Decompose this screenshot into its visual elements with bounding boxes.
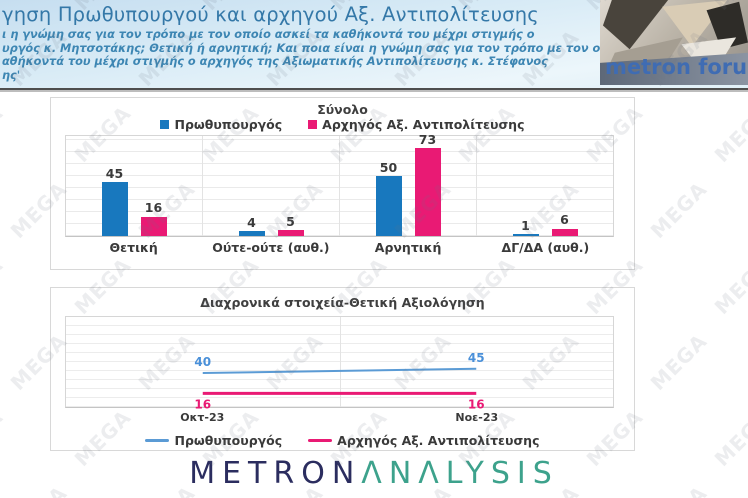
watermark-text: MEGA — [709, 100, 748, 168]
bar-chart-legend: Πρωθυπουργός Αρχηγός Αξ. Αντιπολίτευσης — [51, 116, 634, 132]
legend-swatch-pm — [160, 119, 170, 129]
bar-value-label: 4 — [247, 214, 256, 230]
bar — [277, 230, 304, 236]
bar — [414, 148, 441, 236]
legend-label: Πρωθυπουργός — [174, 432, 283, 448]
legend-line-opposition — [308, 438, 333, 442]
watermark-text: MEGA — [0, 252, 8, 320]
category-label: Ούτε-ούτε (αυθ.) — [212, 240, 330, 255]
legend-item-opposition: Αρχηγός Αξ. Αντιπολίτευσης — [308, 432, 540, 448]
question-line: αθήκοντά του μέχρι στιγμής ο αρχηγός της… — [2, 55, 548, 69]
bar-column: 50 — [375, 159, 402, 236]
line-plot-area: 40 45 16 16 — [65, 316, 614, 411]
legend-label: Πρωθυπουργός — [174, 116, 283, 132]
bar-value-label: 5 — [286, 213, 295, 229]
bar-value-label: 6 — [560, 212, 569, 228]
bar-chart-title: Σύνολο — [317, 102, 368, 117]
metron-forum-wordmark: metron forum — [605, 55, 748, 79]
line-chart-legend: Πρωθυπουργός Αρχηγός Αξ. Αντιπολίτευσης — [51, 432, 634, 448]
category-label: Αρνητική — [374, 240, 442, 255]
question-line: ης' — [2, 68, 21, 82]
header-divider — [0, 88, 748, 90]
bar — [238, 231, 265, 236]
bar-category-axis: Θετική Ούτε-ούτε (αυθ.) Αρνητική ΔΓ/ΔΑ (αυθ… — [65, 240, 614, 255]
legend-line-pm — [145, 438, 170, 442]
legend-item-opposition: Αρχηγός Αξ. Αντιπολίτευσης — [308, 116, 525, 132]
bar-column: 6 — [551, 212, 578, 236]
bar — [140, 216, 167, 236]
page-title: γηση Πρωθυπουργού και αρχηγού Αξ. Αντιπο… — [2, 3, 539, 26]
line-x-axis: Οκτ-23 Νοε-23 — [65, 408, 614, 424]
point-label: 16 — [194, 397, 211, 411]
legend-item-pm: Πρωθυπουργός — [160, 117, 282, 132]
header-band: γηση Πρωθυπουργού και αρχηγού Αξ. Αντιπο… — [0, 0, 748, 88]
bar-value-label: 16 — [144, 200, 163, 216]
question-text: ι η γνώμη σας για τον τρόπο με τον οποίο… — [2, 28, 629, 82]
line-chart-card: Διαχρονικά στοιχεία-Θετική Αξιολόγηση 40… — [50, 287, 635, 451]
gridline-vertical — [339, 317, 341, 407]
bar-group: 50 73 — [339, 131, 476, 236]
point-label: 16 — [468, 397, 485, 411]
bar-value-label: 50 — [379, 159, 398, 175]
x-axis-label: Οκτ-23 — [180, 411, 225, 424]
bar-column: 16 — [140, 200, 167, 236]
question-line: ι η γνώμη σας για τον τρόπο με τον οποίο… — [2, 28, 535, 41]
watermark-text: MEGA — [645, 328, 712, 396]
category-label: Θετική — [109, 240, 158, 255]
legend-item-pm: Πρωθυπουργός — [145, 433, 282, 448]
bar-column: 1 — [512, 217, 539, 236]
point-label: 45 — [468, 351, 485, 365]
bar-column: 73 — [414, 131, 441, 236]
bar — [375, 176, 402, 236]
x-axis-label: Νοε-23 — [455, 411, 499, 424]
header-divider-shadow — [0, 90, 748, 92]
bar-value-label: 73 — [418, 131, 437, 147]
legend-label: Αρχηγός Αξ. Αντιπολίτευσης — [322, 116, 525, 132]
bar-value-label: 45 — [105, 165, 124, 181]
watermark-text: MEGA — [0, 100, 8, 168]
legend-swatch-opposition — [308, 119, 318, 129]
bar-plot-area: 45 16 4 5 50 73 1 6 — [65, 131, 614, 237]
point-label: 40 — [194, 355, 211, 369]
bar-column: 4 — [238, 214, 265, 236]
bar-group: 45 16 — [66, 136, 202, 236]
bar-value-label: 1 — [521, 217, 530, 233]
metron-analysis-logo: METRONΛNΛLYSIS — [0, 456, 748, 491]
bar — [101, 182, 128, 236]
category-label: ΔΓ/ΔΑ (αυθ.) — [501, 240, 590, 255]
legend-label: Αρχηγός Αξ. Αντιπολίτευσης — [337, 432, 540, 448]
metron-forum-logo: metron forum — [600, 0, 748, 85]
bar — [551, 228, 578, 236]
bar — [512, 234, 539, 236]
line-chart-title: Διαχρονικά στοιχεία-Θετική Αξιολόγηση — [200, 295, 485, 310]
bar-column: 45 — [101, 165, 128, 236]
watermark-text: MEGA — [709, 252, 748, 320]
watermark-text: MEGA — [645, 176, 712, 244]
bar-column: 5 — [277, 213, 304, 236]
question-line: υργός κ. Μητσοτάκης; Θετική ή αρνητική; … — [2, 41, 630, 55]
logo-analysis: ΛNΛLYSIS — [361, 456, 559, 491]
line-series — [202, 367, 477, 374]
logo-metron: METRON — [189, 456, 362, 491]
bar-chart-card: Σύνολο Πρωθυπουργός Αρχηγός Αξ. Αντιπολί… — [50, 97, 635, 270]
